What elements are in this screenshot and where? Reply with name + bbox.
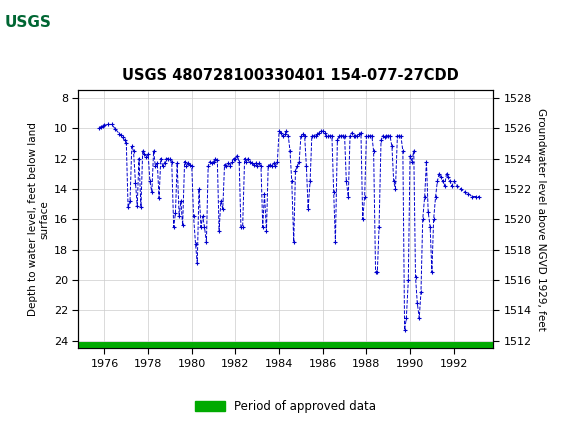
Text: USGS: USGS <box>5 15 52 30</box>
Legend: Period of approved data: Period of approved data <box>190 395 381 418</box>
Y-axis label: Depth to water level, feet below land
surface: Depth to water level, feet below land su… <box>28 123 49 316</box>
Y-axis label: Groundwater level above NGVD 1929, feet: Groundwater level above NGVD 1929, feet <box>536 108 546 331</box>
Text: USGS 480728100330401 154-077-27CDD: USGS 480728100330401 154-077-27CDD <box>122 68 458 83</box>
FancyBboxPatch shape <box>3 3 78 42</box>
